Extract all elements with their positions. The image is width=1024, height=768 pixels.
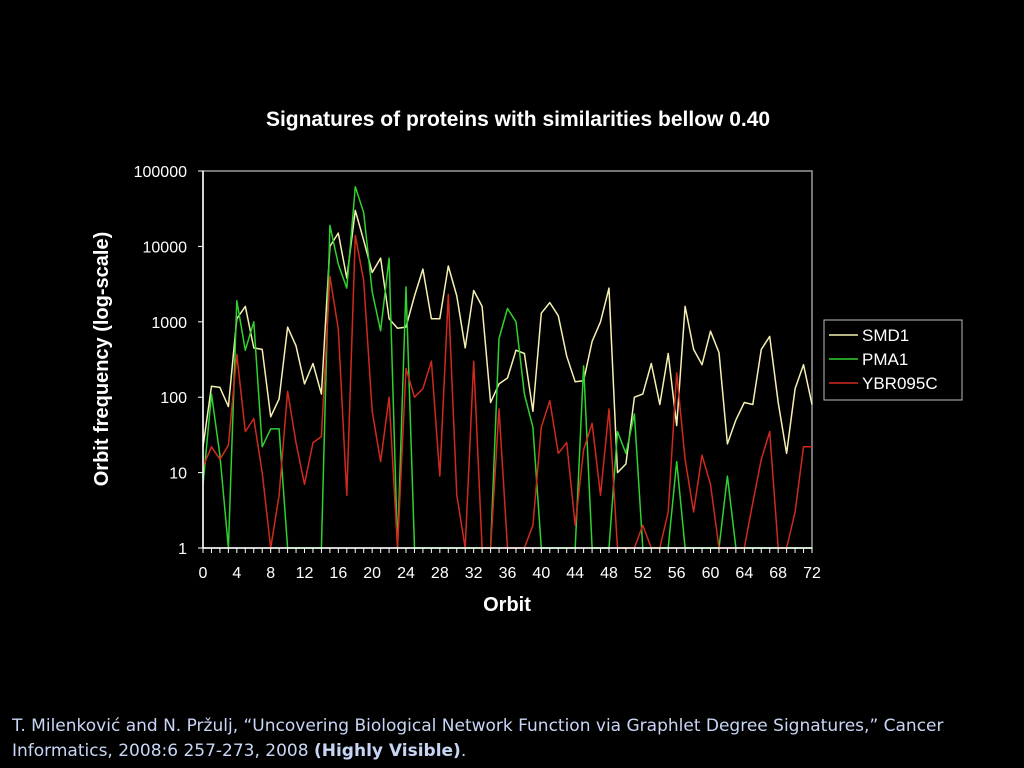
x-tick-label: 4 <box>232 565 241 582</box>
legend-box <box>823 319 963 401</box>
y-axis: 1 10 100 1000 10000 100000 <box>134 164 204 558</box>
y-tick-label: 100 <box>160 390 187 407</box>
x-tick-label: 64 <box>735 565 753 582</box>
plot-border <box>202 170 813 549</box>
legend: SMD1 PMA1 YBR095C <box>823 319 963 401</box>
x-tick-label: 52 <box>634 565 652 582</box>
x-tick-label: 56 <box>668 565 686 582</box>
citation-caption: T. Milenković and N. Pržulj, “Uncovering… <box>12 714 1016 764</box>
x-tick-label: 20 <box>363 565 381 582</box>
series-line-ybr095c <box>202 234 812 549</box>
y-tick-label: 10000 <box>143 239 188 256</box>
x-tick-label: 0 <box>199 565 208 582</box>
x-tick-label: 32 <box>465 565 483 582</box>
x-tick-label: 28 <box>431 565 449 582</box>
y-tick-label: 100000 <box>134 164 187 181</box>
citation-highlight: (Highly Visible) <box>313 741 461 761</box>
x-tick-label: 16 <box>329 565 347 582</box>
y-axis-label: Orbit frequency (log-scale) <box>91 232 113 487</box>
legend-label-smd1: SMD1 <box>862 326 909 345</box>
x-tick-label: 24 <box>397 565 415 582</box>
chart-title: Signatures of proteins with similarities… <box>266 108 770 131</box>
x-tick-label: 40 <box>532 565 550 582</box>
x-tick-label: 48 <box>600 565 618 582</box>
x-tick-label: 44 <box>566 565 584 582</box>
plot-area <box>202 170 813 549</box>
y-tick-label: 10 <box>169 466 187 483</box>
citation-end: . <box>460 741 467 761</box>
y-tick-label: 1 <box>178 541 187 558</box>
x-axis: 0 4 8 12 16 20 24 28 32 36 40 44 48 52 56 60 64 68 72 <box>199 547 821 582</box>
x-tick-label: 72 <box>803 565 821 582</box>
x-tick-label: 36 <box>499 565 517 582</box>
legend-label-ybr095c: YBR095C <box>862 374 938 393</box>
x-axis-label: Orbit <box>483 594 531 616</box>
citation-text: T. Milenković and N. Pržulj, “Uncovering… <box>12 716 944 761</box>
chart: Signatures of proteins with similarities… <box>91 108 963 616</box>
x-tick-label: 12 <box>296 565 314 582</box>
series-lines <box>202 185 813 549</box>
legend-label-pma1: PMA1 <box>862 350 908 369</box>
x-tick-label: 60 <box>702 565 720 582</box>
x-tick-label: 8 <box>266 565 275 582</box>
series-line-smd1 <box>202 209 813 474</box>
y-tick-label: 1000 <box>151 315 187 332</box>
x-tick-label: 68 <box>769 565 787 582</box>
